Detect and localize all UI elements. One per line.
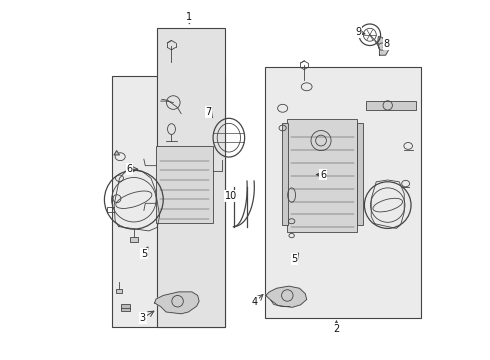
Bar — [116, 289, 122, 293]
Bar — [122, 305, 130, 311]
Polygon shape — [378, 37, 389, 55]
Text: 8: 8 — [384, 39, 390, 49]
Polygon shape — [114, 150, 120, 155]
Bar — [366, 101, 416, 110]
Text: 6: 6 — [320, 170, 326, 180]
Polygon shape — [155, 292, 199, 314]
Text: 2: 2 — [333, 324, 340, 334]
Bar — [129, 237, 138, 242]
Text: 1: 1 — [186, 12, 193, 22]
Bar — [265, 67, 421, 318]
Bar — [112, 76, 225, 327]
Text: 5: 5 — [141, 248, 147, 258]
Bar — [357, 123, 363, 225]
Text: 7: 7 — [205, 107, 212, 117]
Bar — [156, 146, 213, 223]
Bar — [287, 119, 357, 232]
Text: 4: 4 — [252, 297, 258, 307]
Text: 10: 10 — [225, 191, 238, 201]
Text: 3: 3 — [140, 313, 146, 323]
Bar — [282, 123, 288, 225]
Text: 6: 6 — [126, 164, 133, 174]
Text: 9: 9 — [355, 27, 361, 37]
Polygon shape — [266, 286, 307, 307]
Text: 5: 5 — [292, 254, 297, 264]
Bar — [157, 28, 225, 327]
